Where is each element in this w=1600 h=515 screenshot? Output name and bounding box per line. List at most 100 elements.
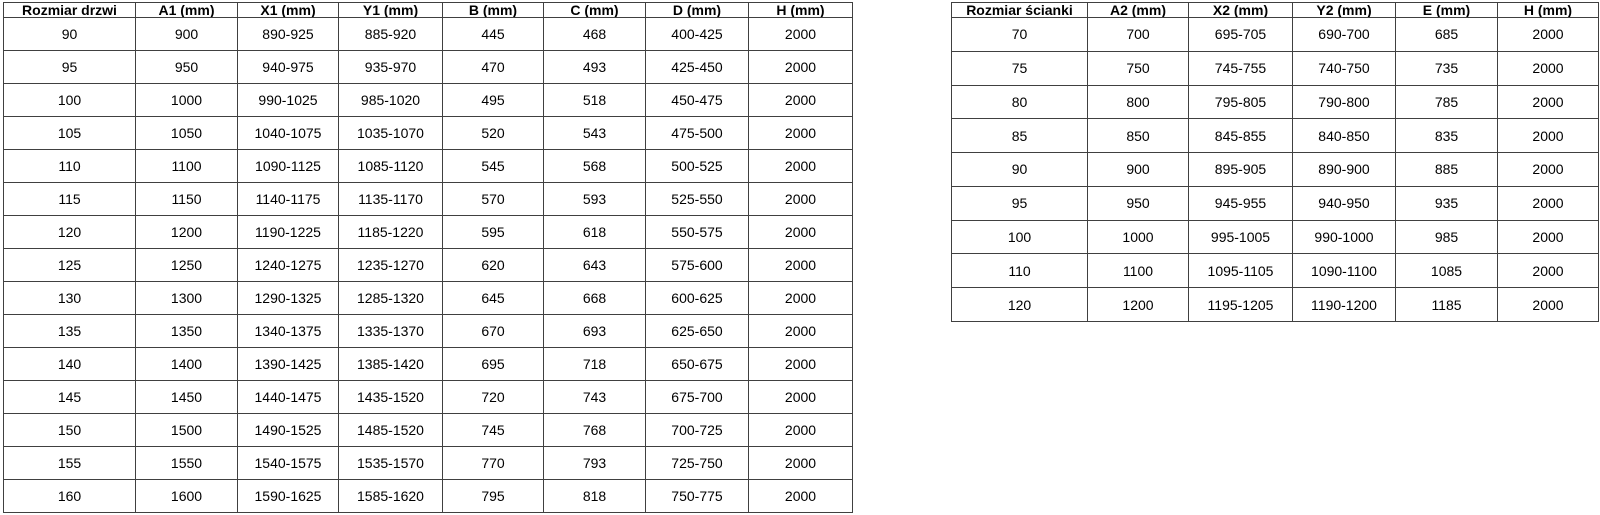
table-cell: 470 bbox=[442, 50, 544, 84]
table-cell: 1440-1475 bbox=[237, 380, 339, 414]
table-cell: 693 bbox=[543, 314, 646, 348]
table-cell: 525-550 bbox=[645, 182, 749, 216]
table-cell: 90 bbox=[951, 152, 1088, 187]
table-cell: 985-1020 bbox=[338, 83, 443, 117]
table-cell: 100 bbox=[3, 83, 136, 117]
table-cell: 550-575 bbox=[645, 215, 749, 249]
table-cell: 895-905 bbox=[1188, 152, 1293, 187]
table-cell: 543 bbox=[543, 116, 646, 150]
table-row: 75 750 745-755 740-750 735 2000 bbox=[951, 50, 1599, 86]
table-cell: 1385-1420 bbox=[338, 347, 443, 381]
table-cell: 75 bbox=[951, 50, 1088, 86]
column-header: Y1 (mm) bbox=[338, 2, 443, 18]
table-cell: 900 bbox=[135, 17, 238, 51]
table-cell: 1250 bbox=[135, 248, 238, 282]
table-cell: 600-625 bbox=[645, 281, 749, 315]
table-cell: 1140-1175 bbox=[237, 182, 339, 216]
table-cell: 500-525 bbox=[645, 149, 749, 183]
table-cell: 818 bbox=[543, 479, 646, 513]
table-cell: 475-500 bbox=[645, 116, 749, 150]
door-sizes-table: Rozmiar drzwi A1 (mm) X1 (mm) Y1 (mm) B (mm)… bbox=[3, 2, 853, 513]
table-cell: 110 bbox=[3, 149, 136, 183]
table-cell: 1090-1100 bbox=[1292, 253, 1396, 289]
table-cell: 575-600 bbox=[645, 248, 749, 282]
column-header: C (mm) bbox=[543, 2, 646, 18]
table-cell: 743 bbox=[543, 380, 646, 414]
table-cell: 1300 bbox=[135, 281, 238, 315]
table-cell: 90 bbox=[3, 17, 136, 51]
table-cell: 2000 bbox=[748, 347, 853, 381]
table-cell: 2000 bbox=[748, 281, 853, 315]
table-cell: 620 bbox=[442, 248, 544, 282]
table-cell: 2000 bbox=[1497, 219, 1599, 255]
column-header: E (mm) bbox=[1395, 2, 1498, 18]
table-cell: 160 bbox=[3, 479, 136, 513]
table-cell: 95 bbox=[3, 50, 136, 84]
table-row: 130 1300 1290-1325 1285-1320 645 668 600-625 20… bbox=[3, 281, 853, 315]
table-cell: 1040-1075 bbox=[237, 116, 339, 150]
table-cell: 745-755 bbox=[1188, 50, 1293, 86]
column-header: D (mm) bbox=[645, 2, 749, 18]
table-cell: 885 bbox=[1395, 152, 1498, 187]
table-cell: 800 bbox=[1087, 84, 1189, 120]
table-cell: 1185 bbox=[1395, 287, 1498, 322]
table-cell: 468 bbox=[543, 17, 646, 51]
table-cell: 1485-1520 bbox=[338, 413, 443, 447]
table-cell: 750-775 bbox=[645, 479, 749, 513]
table-cell: 1035-1070 bbox=[338, 116, 443, 150]
table-cell: 450-475 bbox=[645, 83, 749, 117]
table-cell: 1085-1120 bbox=[338, 149, 443, 183]
table-cell: 2000 bbox=[1497, 185, 1599, 221]
table-cell: 520 bbox=[442, 116, 544, 150]
table-cell: 425-450 bbox=[645, 50, 749, 84]
table-cell: 675-700 bbox=[645, 380, 749, 414]
table-cell: 695 bbox=[442, 347, 544, 381]
table-cell: 745 bbox=[442, 413, 544, 447]
table-cell: 2000 bbox=[748, 248, 853, 282]
table-cell: 1085 bbox=[1395, 253, 1498, 289]
table-cell: 1490-1525 bbox=[237, 413, 339, 447]
column-header: B (mm) bbox=[442, 2, 544, 18]
table-cell: 625-650 bbox=[645, 314, 749, 348]
table-cell: 1190-1225 bbox=[237, 215, 339, 249]
table-cell: 1200 bbox=[1087, 287, 1189, 322]
column-header: Rozmiar ścianki bbox=[951, 2, 1088, 18]
table-cell: 495 bbox=[442, 83, 544, 117]
table-cell: 700-725 bbox=[645, 413, 749, 447]
table-cell: 1335-1370 bbox=[338, 314, 443, 348]
table-cell: 2000 bbox=[1497, 84, 1599, 120]
table-cell: 793 bbox=[543, 446, 646, 480]
table-cell: 840-850 bbox=[1292, 118, 1396, 154]
table-cell: 685 bbox=[1395, 17, 1498, 52]
table-cell: 135 bbox=[3, 314, 136, 348]
table-cell: 1190-1200 bbox=[1292, 287, 1396, 322]
table-row: 145 1450 1440-1475 1435-1520 720 743 675-700 20… bbox=[3, 380, 853, 414]
table-cell: 545 bbox=[442, 149, 544, 183]
table-cell: 695-705 bbox=[1188, 17, 1293, 52]
table-cell: 2000 bbox=[748, 149, 853, 183]
table-cell: 130 bbox=[3, 281, 136, 315]
table-cell: 935 bbox=[1395, 185, 1498, 221]
column-header: H (mm) bbox=[1497, 2, 1599, 18]
table-cell: 1185-1220 bbox=[338, 215, 443, 249]
table-cell: 2000 bbox=[1497, 50, 1599, 86]
table-cell: 2000 bbox=[748, 116, 853, 150]
table-cell: 985 bbox=[1395, 219, 1498, 255]
table-cell: 1435-1520 bbox=[338, 380, 443, 414]
table-cell: 670 bbox=[442, 314, 544, 348]
table-cell: 2000 bbox=[748, 50, 853, 84]
table-cell: 115 bbox=[3, 182, 136, 216]
table-row: 90 900 890-925 885-920 445 468 400-425 2000 bbox=[3, 17, 853, 51]
table-cell: 835 bbox=[1395, 118, 1498, 154]
table-cell: 785 bbox=[1395, 84, 1498, 120]
table-cell: 1000 bbox=[1087, 219, 1189, 255]
table-row: 120 1200 1195-1205 1190-1200 1185 2000 bbox=[951, 287, 1599, 322]
table-row: 135 1350 1340-1375 1335-1370 670 693 625-650 20… bbox=[3, 314, 853, 348]
table-row: 155 1550 1540-1575 1535-1570 770 793 725-750 20… bbox=[3, 446, 853, 480]
table-row: 85 850 845-855 840-850 835 2000 bbox=[951, 118, 1599, 154]
table-cell: 445 bbox=[442, 17, 544, 51]
table-cell: 935-970 bbox=[338, 50, 443, 84]
table-cell: 768 bbox=[543, 413, 646, 447]
table-row: 110 1100 1095-1105 1090-1100 1085 2000 bbox=[951, 253, 1599, 289]
header-row: Rozmiar ścianki A2 (mm) X2 (mm) Y2 (mm) E (m… bbox=[951, 2, 1599, 18]
